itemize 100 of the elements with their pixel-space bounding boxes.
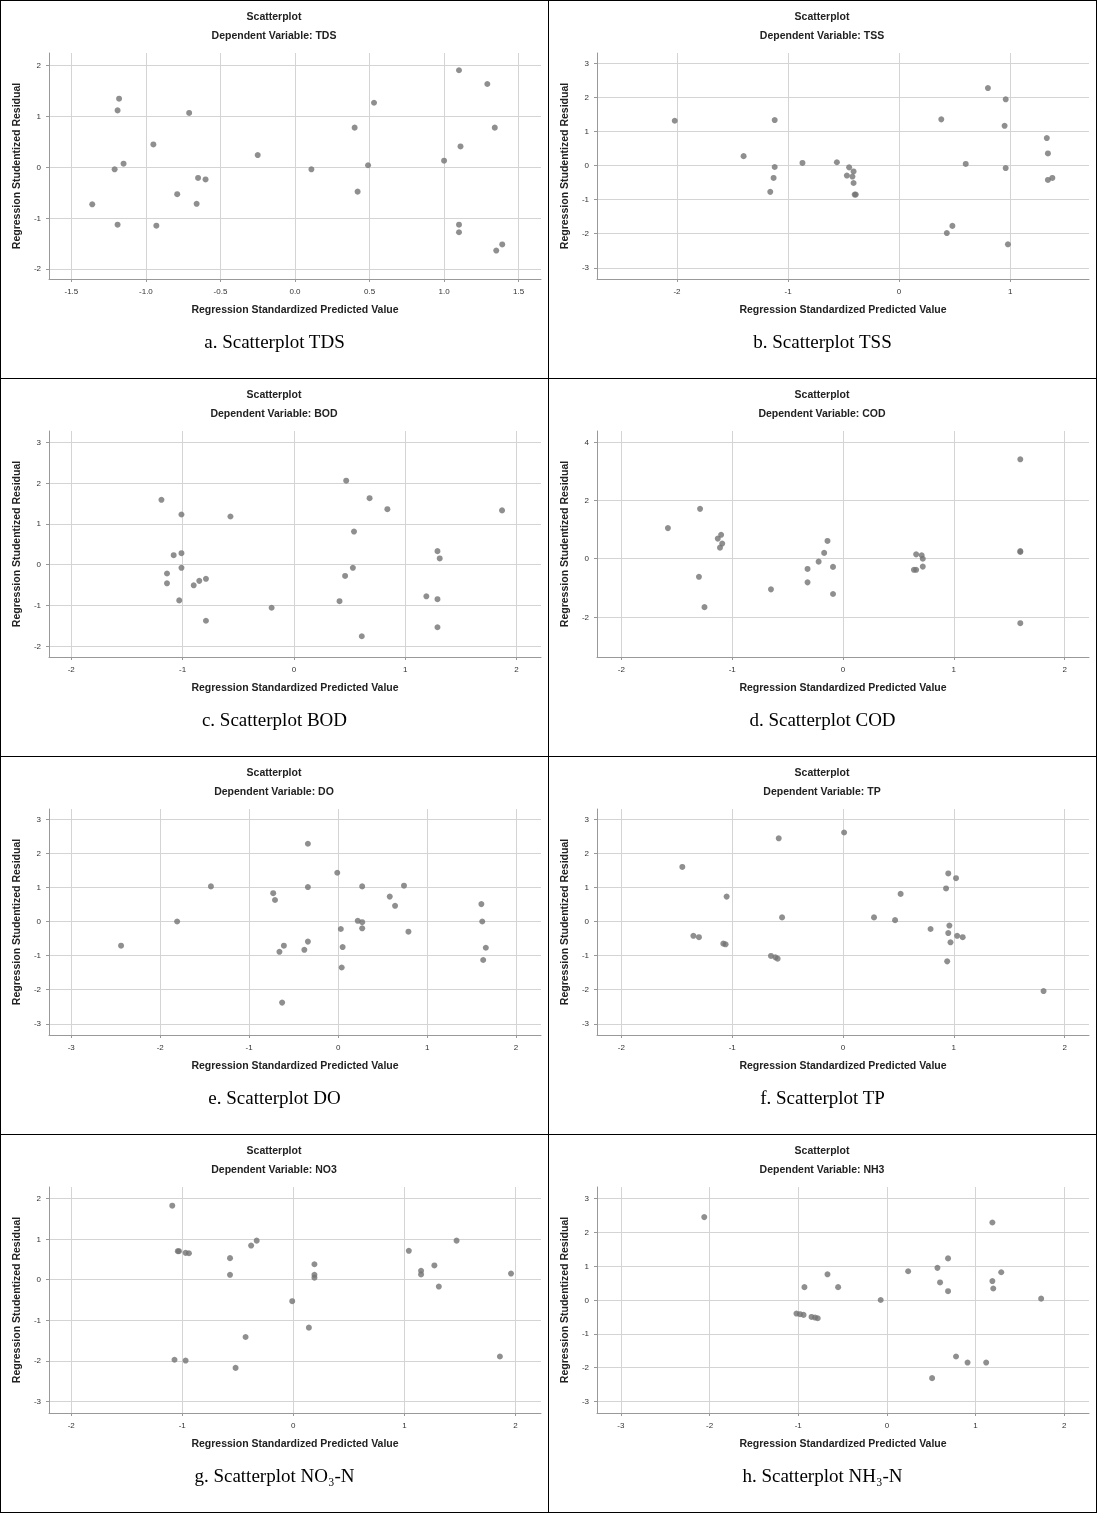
y-tick-label: -2	[581, 612, 590, 622]
y-tick-label: 2	[584, 495, 590, 505]
y-tick-label: 1	[584, 1261, 590, 1271]
x-tick-label: 2	[1062, 664, 1068, 674]
y-tick-label: 3	[36, 437, 42, 447]
text: h. Scatterplot NH₃-N	[741, 1465, 904, 1487]
y-tick-label: 0	[584, 161, 590, 171]
x-tick-label: -3	[617, 1420, 626, 1430]
chart-title: Scatterplot	[794, 9, 850, 22]
y-tick-label: 1	[36, 111, 42, 121]
y-tick-label: -2	[581, 985, 590, 995]
y-tick-label: -1	[33, 600, 42, 610]
x-tick-label: 1	[402, 664, 408, 674]
x-tick-label: 0	[896, 286, 902, 296]
y-tick-label: 2	[36, 848, 42, 858]
x-tick-label: 2	[513, 1420, 519, 1430]
text: f. Scatterplot TP	[759, 1087, 886, 1109]
y-tick-label: 2	[36, 61, 42, 71]
x-tick-label: 1	[951, 664, 957, 674]
text: b. Scatterplot TSS	[752, 331, 893, 353]
x-tick-label: -2	[156, 1042, 165, 1052]
x-tick-label: -1.0	[139, 286, 154, 296]
chart-title: Scatterplot	[794, 1143, 850, 1156]
y-tick-label: -3	[33, 1397, 42, 1407]
x-tick-label: -1	[245, 1042, 254, 1052]
y-tick-label: -1	[33, 951, 42, 961]
chart-subtitle: Dependent Variable: DO	[214, 784, 334, 797]
x-tick-label: -0.5	[213, 286, 228, 296]
y-tick-label: 1	[36, 1234, 42, 1244]
x-axis-title: Regression Standardized Predicted Value	[191, 1436, 399, 1449]
x-tick-label: 0	[840, 1042, 846, 1052]
x-tick-label: -1.5	[64, 286, 79, 296]
y-tick-label: 2	[584, 848, 590, 858]
x-tick-label: 0	[291, 1420, 297, 1430]
chart-subtitle: Dependent Variable: COD	[758, 406, 887, 419]
x-tick-label: 2	[1062, 1042, 1068, 1052]
y-tick-label: 1	[36, 519, 42, 529]
chart-title: Scatterplot	[246, 387, 302, 400]
chart-subtitle: Dependent Variable: NH3	[759, 1162, 885, 1175]
x-tick-label: -1	[179, 664, 187, 674]
x-tick-label: 0.5	[363, 286, 376, 296]
x-tick-label: 0	[335, 1042, 341, 1052]
x-tick-label: -1	[784, 286, 793, 296]
y-tick-label: -2	[581, 229, 590, 239]
y-tick-label: -2	[581, 1363, 590, 1373]
y-tick-label: -2	[33, 985, 42, 995]
chart-title: Scatterplot	[246, 765, 302, 778]
x-tick-label: -2	[673, 286, 682, 296]
x-axis-title: Regression Standardized Predicted Value	[739, 1058, 947, 1071]
x-tick-label: -1	[728, 1042, 737, 1052]
text: d. Scatterplot COD	[748, 709, 897, 731]
x-tick-label: 1	[402, 1420, 408, 1430]
x-tick-label: -2	[67, 1420, 76, 1430]
x-axis-title: Regression Standardized Predicted Value	[739, 1436, 947, 1449]
x-tick-label: 0	[840, 664, 846, 674]
y-tick-label: 2	[36, 1193, 42, 1203]
chart-title: Scatterplot	[246, 1143, 302, 1156]
y-axis-title: Regression Studentized Residual	[9, 82, 22, 250]
x-axis-title: Regression Standardized Predicted Value	[739, 302, 947, 315]
chart-title: Scatterplot	[794, 765, 850, 778]
x-tick-label: -3	[67, 1042, 76, 1052]
y-tick-label: -1	[33, 213, 42, 223]
x-axis-title: Regression Standardized Predicted Value	[191, 680, 399, 693]
y-tick-label: 4	[584, 437, 590, 447]
chart-title: Scatterplot	[246, 9, 302, 22]
x-tick-label: -1	[728, 664, 737, 674]
text: c. Scatterplot BOD	[200, 709, 349, 731]
y-tick-label: 1	[584, 882, 590, 892]
y-tick-label: 3	[584, 59, 590, 69]
x-tick-label: -2	[67, 664, 76, 674]
y-tick-label: -2	[33, 641, 42, 651]
y-tick-label: -3	[581, 1019, 590, 1029]
x-tick-label: 1	[424, 1042, 430, 1052]
y-tick-label: 2	[36, 478, 42, 488]
chart-title: Scatterplot	[794, 387, 850, 400]
y-axis-title: Regression Studentized Residual	[557, 460, 570, 628]
x-tick-label: 0.0	[289, 286, 302, 296]
x-tick-label: 1	[973, 1420, 979, 1430]
x-axis-title: Regression Standardized Predicted Value	[191, 302, 399, 315]
y-tick-label: 3	[584, 814, 590, 824]
y-tick-label: 0	[36, 560, 42, 570]
y-tick-label: -3	[33, 1019, 42, 1029]
y-tick-label: 0	[584, 1295, 590, 1305]
y-tick-label: 0	[584, 916, 590, 926]
y-tick-label: 2	[584, 93, 590, 103]
y-tick-label: 2	[584, 1227, 590, 1237]
x-tick-label: 1.5	[513, 286, 525, 296]
y-axis-title: Regression Studentized Residual	[557, 82, 570, 250]
y-tick-label: -3	[581, 263, 590, 273]
text: a. Scatterplot TDS	[203, 331, 346, 353]
x-tick-label: -1	[178, 1420, 187, 1430]
chart-subtitle: Dependent Variable: TDS	[211, 28, 337, 41]
x-tick-label: -2	[617, 1042, 626, 1052]
x-tick-label: -2	[617, 664, 626, 674]
y-tick-label: 3	[584, 1194, 590, 1203]
x-tick-label: 2	[513, 1042, 519, 1052]
y-tick-label: 1	[584, 127, 590, 137]
x-tick-label: 1.0	[438, 286, 451, 296]
chart-subtitle: Dependent Variable: BOD	[210, 406, 339, 419]
y-axis-title: Regression Studentized Residual	[9, 460, 22, 628]
